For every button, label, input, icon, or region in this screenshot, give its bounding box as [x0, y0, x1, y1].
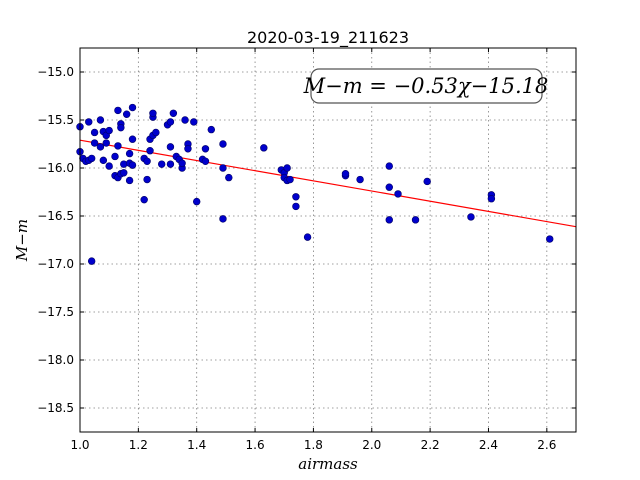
- data-point: [178, 159, 186, 167]
- fit-line-group: [79, 139, 577, 228]
- data-point: [219, 140, 227, 148]
- data-points: [76, 103, 554, 265]
- data-point: [283, 164, 291, 172]
- data-point: [219, 164, 227, 172]
- data-point: [111, 152, 119, 161]
- data-point: [341, 170, 350, 178]
- data-point: [149, 109, 157, 117]
- data-point: [546, 235, 554, 243]
- y-axis-label: M−m: [13, 219, 31, 262]
- data-point: [152, 128, 160, 137]
- data-point: [102, 139, 110, 147]
- data-point: [190, 118, 198, 126]
- chart-title: 2020-03-19_211623: [247, 28, 409, 48]
- data-point: [157, 160, 166, 168]
- x-tick-label: 1.6: [246, 438, 265, 452]
- data-point: [411, 216, 420, 224]
- data-point: [146, 147, 154, 155]
- data-point: [201, 157, 210, 165]
- data-point: [303, 233, 312, 241]
- y-tick-label: −16.5: [37, 209, 74, 223]
- x-tick-label: 1.8: [304, 438, 323, 452]
- data-point: [292, 193, 300, 201]
- data-point: [117, 123, 125, 132]
- fit-equation-frame: [310, 68, 543, 104]
- data-point: [181, 116, 189, 124]
- plot-frame: [79, 47, 577, 433]
- data-point: [260, 144, 268, 152]
- data-point: [356, 175, 364, 184]
- data-point: [96, 143, 105, 151]
- data-point: [128, 161, 137, 169]
- x-axis-label: airmass: [298, 455, 358, 473]
- y-tick-label: −18.5: [37, 401, 74, 415]
- data-point: [193, 197, 201, 206]
- grid-lines: [80, 48, 576, 432]
- data-point: [184, 145, 192, 153]
- data-point: [125, 176, 134, 185]
- data-point: [105, 162, 113, 170]
- data-point: [140, 195, 148, 204]
- x-tick-label: 1.4: [187, 438, 206, 452]
- y-tick-label: −16.0: [37, 161, 74, 175]
- data-point: [87, 257, 96, 265]
- data-point: [99, 156, 108, 165]
- x-tick-label: 1.0: [70, 438, 89, 452]
- fit-equation: M−m = −0.53χ−15.18: [303, 74, 549, 98]
- data-point: [85, 118, 93, 126]
- axis-ticks: 1.0 1.2 1.4 1.6 1.8 2.0 2.2 2.4 2.6 −15.0 −15.5 −16…: [37, 48, 576, 452]
- data-point: [394, 190, 402, 198]
- data-point: [385, 183, 393, 191]
- x-tick-label: 2.2: [421, 438, 440, 452]
- data-point: [385, 216, 393, 224]
- data-point: [292, 202, 300, 211]
- y-tick-label: −15.0: [37, 65, 74, 79]
- x-tick-label: 2.6: [537, 438, 556, 452]
- data-point: [114, 142, 122, 150]
- data-point: [128, 103, 137, 112]
- data-point: [423, 177, 431, 186]
- data-point: [114, 106, 122, 115]
- x-tick-label: 2.0: [362, 438, 381, 452]
- data-point: [225, 173, 233, 182]
- data-point: [125, 149, 134, 158]
- data-point: [122, 110, 131, 118]
- data-point: [487, 195, 496, 203]
- data-point: [120, 169, 128, 177]
- data-point: [90, 139, 99, 147]
- data-point: [207, 125, 215, 134]
- data-point: [143, 175, 151, 184]
- data-point: [143, 157, 151, 165]
- data-point: [219, 215, 227, 223]
- data-point: [87, 154, 96, 163]
- data-point: [286, 175, 294, 184]
- data-point: [90, 128, 99, 137]
- fit-line: [79, 139, 577, 228]
- y-tick-label: −17.5: [37, 305, 74, 319]
- fit-equation-box: M−m = −0.53χ−15.18: [303, 68, 549, 104]
- data-point: [105, 126, 113, 135]
- data-point: [169, 109, 178, 117]
- y-tick-label: −15.5: [37, 113, 74, 127]
- data-point: [467, 213, 475, 221]
- x-tick-label: 1.2: [129, 438, 148, 452]
- data-point: [96, 116, 105, 124]
- data-point: [166, 160, 175, 168]
- y-tick-label: −17.0: [37, 257, 74, 271]
- data-point: [201, 145, 210, 153]
- data-point: [385, 162, 393, 170]
- data-point: [166, 118, 175, 126]
- y-tick-label: −18.0: [37, 353, 74, 367]
- x-tick-label: 2.4: [479, 438, 498, 452]
- data-point: [166, 143, 175, 151]
- data-point: [128, 135, 137, 143]
